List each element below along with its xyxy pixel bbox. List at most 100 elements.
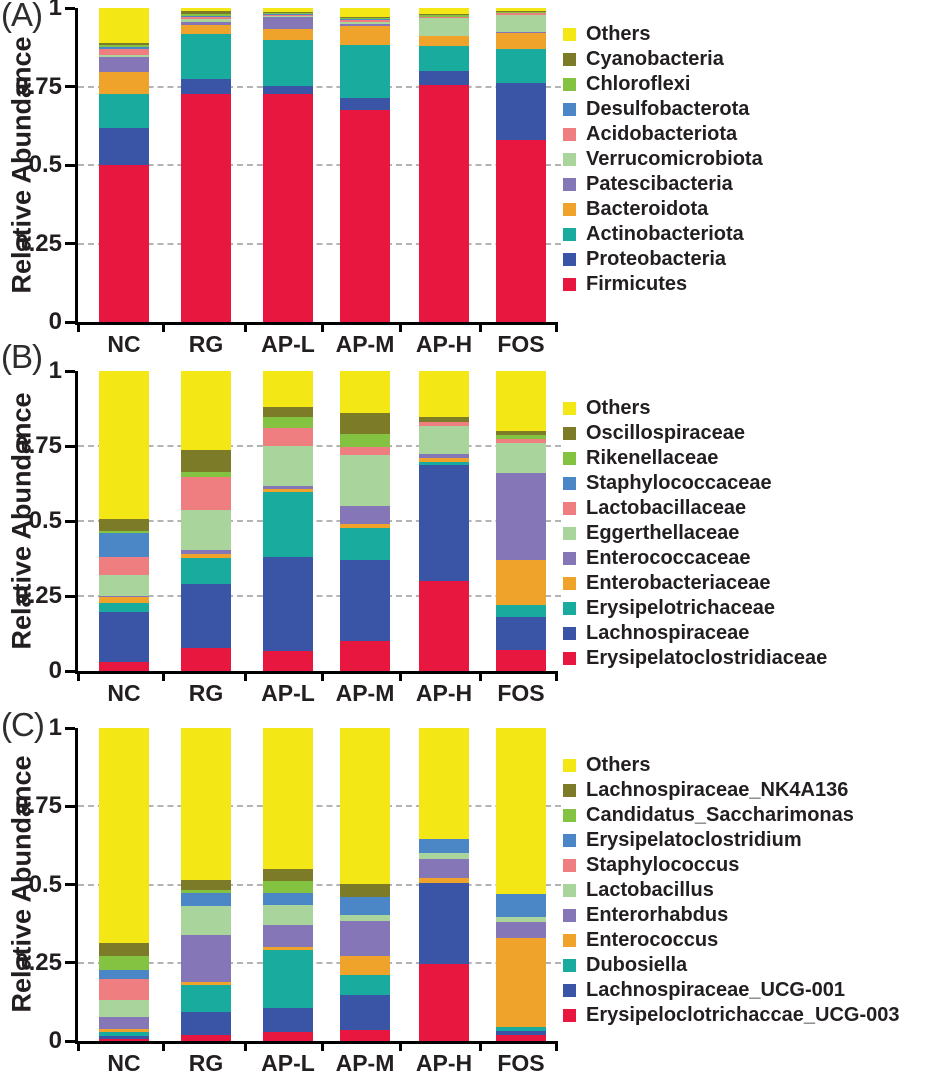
segment-Lachnospiraceae_UCG-001 <box>181 1012 231 1035</box>
segment-Cyanobacteria <box>340 17 390 18</box>
y-tick <box>65 163 75 167</box>
segment-Patescibacteria <box>181 22 231 25</box>
legend-item: Rikenellaceae <box>563 446 938 471</box>
bar-FOS <box>496 8 546 322</box>
bar-AP-L <box>263 728 313 1041</box>
segment-Others <box>419 8 469 14</box>
y-tick-label: 0 <box>48 1027 62 1054</box>
segment-Erysipelotrichaceae <box>181 558 231 584</box>
segment-Cyanobacteria <box>263 12 313 13</box>
segment-Staphylococcaceae <box>99 533 149 557</box>
x-label-NC: NC <box>107 1050 141 1073</box>
segment-Enterorhabdus <box>181 935 231 982</box>
segment-Proteobacteria <box>496 83 546 140</box>
gridline <box>78 164 561 166</box>
segment-Erysipelotrichaceae <box>99 603 149 612</box>
x-label-NC: NC <box>107 331 141 357</box>
segment-Lachnospiraceae_NK4A136 <box>181 880 231 890</box>
legend-item: Firmicutes <box>563 272 938 297</box>
segment-Enterobacteriaceae <box>419 458 469 462</box>
legend-label: Verrucomicrobiota <box>586 148 763 170</box>
y-tick-label: 1 <box>48 714 62 741</box>
legend-swatch <box>563 552 576 565</box>
legend-swatch <box>563 53 576 66</box>
segment-Actinobacteriota <box>496 49 546 83</box>
x-tick <box>243 1043 247 1051</box>
segment-Lactobacillaceae <box>99 557 149 575</box>
x-tick <box>76 673 80 681</box>
segment-Enterobacteriaceae <box>496 560 546 605</box>
segment-Enterobacteriaceae <box>263 489 313 492</box>
segment-Lachnospiraceae_NK4A136 <box>340 884 390 897</box>
y-tick-label: 0.25 <box>15 229 62 257</box>
segment-Proteobacteria <box>263 86 313 94</box>
x-tick <box>554 673 558 681</box>
y-tick <box>65 1039 75 1043</box>
segment-Enterorhabdus <box>263 925 313 947</box>
y-tick-label: 1 <box>48 357 62 384</box>
legend-item: Proteobacteria <box>563 247 938 272</box>
panel-c-label: (C) <box>1 706 45 743</box>
segment-Proteobacteria <box>340 98 390 110</box>
segment-Bacteroidota <box>419 36 469 46</box>
segment-Lactobacillaceae <box>419 422 469 426</box>
segment-Enterorhabdus <box>340 921 390 956</box>
x-tick <box>320 324 324 332</box>
legend-label: Lactobacillus <box>586 879 714 901</box>
legend-label: Actinobacteriota <box>586 223 744 245</box>
x-label-RG: RG <box>188 680 224 706</box>
segment-Oscillospiraceae <box>340 413 390 434</box>
segment-Lachnospiraceae <box>340 560 390 641</box>
legend-label: Erysipeloclotrichaccae_UCG-003 <box>586 1004 900 1026</box>
legend-item: Enterorhabdus <box>563 903 938 928</box>
legend-swatch <box>563 78 576 91</box>
x-tick <box>398 324 402 332</box>
bar-FOS <box>496 728 546 1041</box>
segment-Erysipelatoclostridiaceae <box>99 662 149 671</box>
bar-AP-M <box>340 8 390 322</box>
segment-Candidatus_Saccharimonas <box>99 956 149 970</box>
segment-Enterococcus <box>419 878 469 883</box>
segment-Dubosiella <box>181 985 231 1012</box>
segment-Others <box>340 371 390 413</box>
bar-NC <box>99 371 149 671</box>
segment-Acidobacteriota <box>340 20 390 22</box>
segment-Oscillospiraceae <box>496 431 546 435</box>
legend: Others Oscillospiraceae Rikenellaceae Staph… <box>563 396 938 671</box>
bar-AP-L <box>263 8 313 322</box>
segment-Enterococcus <box>496 938 546 1027</box>
x-label-AP-H: AP-H <box>415 680 473 706</box>
legend-item: Acidobacteriota <box>563 122 938 147</box>
segment-Lactobacillus <box>263 905 313 925</box>
legend-swatch <box>563 402 576 415</box>
y-tick <box>65 883 75 886</box>
segment-Verrucomicrobiota <box>419 18 469 36</box>
segment-Others <box>99 8 149 43</box>
legend-item: Erysipelatoclostridiaceae <box>563 646 938 671</box>
segment-Desulfobacterota <box>181 16 231 17</box>
legend-swatch <box>563 652 576 665</box>
legend-label: Lachnospiraceae_NK4A136 <box>586 779 849 801</box>
segment-Erysipelatoclostridiaceae <box>181 648 231 671</box>
segment-Eggerthellaceae <box>496 443 546 473</box>
legend-item: Verrucomicrobiota <box>563 147 938 172</box>
segment-Lachnospiraceae_UCG-001 <box>419 883 469 964</box>
legend-swatch <box>563 128 576 141</box>
legend-item: Patescibacteria <box>563 172 938 197</box>
segment-Desulfobacterota <box>99 47 149 49</box>
segment-Erysipelatoclostridium <box>181 893 231 906</box>
legend-swatch <box>563 103 576 116</box>
segment-Enterococcaceae <box>419 454 469 458</box>
segment-Oscillospiraceae <box>263 407 313 417</box>
segment-Erysipelatoclostridium <box>99 970 149 979</box>
x-tick <box>161 673 165 681</box>
legend-label: Firmicutes <box>586 273 688 295</box>
segment-Others <box>99 728 149 943</box>
segment-Enterococcus <box>340 956 390 975</box>
legend-swatch <box>563 203 576 216</box>
segment-Acidobacteriota <box>99 49 149 55</box>
gridline <box>78 445 561 447</box>
panel-b-label: (B) <box>1 338 43 375</box>
legend-swatch <box>563 427 576 440</box>
segment-Rikenellaceae <box>99 531 149 533</box>
